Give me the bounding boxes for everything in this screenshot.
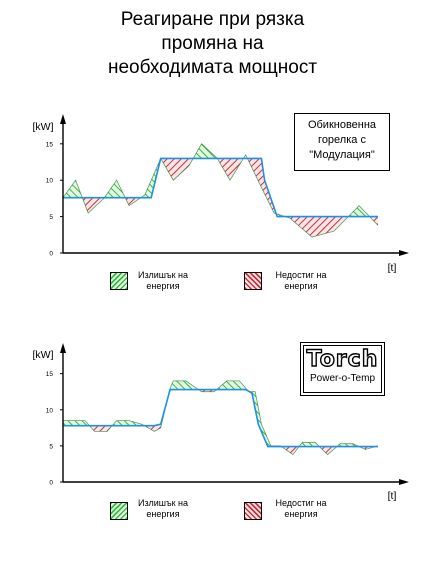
legend-deficit-label: Недостиг на енергия xyxy=(266,270,336,292)
y-tick-label: 15 xyxy=(46,371,54,378)
legend-deficit-line-2: енергия xyxy=(284,509,318,519)
y-tick-label: 0 xyxy=(49,480,53,487)
chart-top: 0 5 10 15 [kW] [t] xyxy=(33,114,409,274)
excess-energy-area xyxy=(249,391,282,447)
y-tick-label: 10 xyxy=(46,407,54,414)
title-line-2: промяна на xyxy=(161,33,264,54)
excess-energy-area xyxy=(193,143,219,160)
deficit-energy-area xyxy=(161,157,194,181)
x-axis-arrow xyxy=(399,479,409,485)
chart-bottom: 0 5 10 15 [kW] [t] xyxy=(33,343,409,502)
supply-line xyxy=(63,157,378,218)
y-axis-arrow xyxy=(60,114,66,124)
deficit-energy-area xyxy=(319,446,338,455)
legend-deficit-label: Недостиг на енергия xyxy=(266,498,336,520)
y-tick-label: 5 xyxy=(49,443,53,450)
excess-energy-area xyxy=(112,420,145,426)
x-axis-label: [t] xyxy=(388,262,397,274)
x-axis-label: [t] xyxy=(388,490,397,502)
torch-logo-subtext: Power-o-Temp xyxy=(309,373,376,384)
title-line-3: необходимата мощност xyxy=(107,57,318,78)
y-tick-label: 15 xyxy=(46,141,54,148)
y-axis-arrow xyxy=(60,343,66,353)
legend-excess-label: Излишък на енергия xyxy=(132,270,194,292)
y-axis-label: [kW] xyxy=(33,349,54,361)
legend-deficit-swatch xyxy=(244,272,262,290)
legend-excess-line-1: Излишък на xyxy=(137,498,189,508)
supply-line xyxy=(63,388,378,448)
torch-logo-inner-border xyxy=(303,345,382,393)
excess-energy-area xyxy=(299,442,320,447)
legend-deficit-swatch xyxy=(244,502,262,520)
excess-energy-area xyxy=(63,420,90,426)
legend-deficit-line-1: Недостиг на xyxy=(275,270,327,280)
legend-deficit-line-2: енергия xyxy=(284,281,318,291)
deficit-energy-area xyxy=(218,157,245,181)
title-line-1: Реагиране при рязка xyxy=(120,9,305,30)
legend-deficit-line-1: Недостиг на xyxy=(275,498,327,508)
burner-label-line-3: "Модулация" xyxy=(309,149,375,161)
legend-excess-line-1: Излишък на xyxy=(137,270,189,280)
legend-excess-line-2: енергия xyxy=(146,509,180,519)
legend-excess-swatch xyxy=(110,502,128,520)
y-axis-label: [kW] xyxy=(33,121,54,133)
deficit-energy-area xyxy=(82,197,105,213)
legend-excess-swatch xyxy=(110,272,128,290)
deficit-energy-area xyxy=(248,158,277,215)
x-axis-arrow xyxy=(399,250,409,256)
demand-line xyxy=(63,380,379,456)
torch-logo-box: Torch Power-o-Temp xyxy=(300,342,385,396)
deficit-energy-area xyxy=(89,425,113,432)
deficit-energy-area xyxy=(125,197,141,206)
torch-logo-text: Torch xyxy=(306,347,379,372)
y-tick-label: 0 xyxy=(49,251,53,258)
burner-label-line-1: Обикновенна xyxy=(307,119,377,131)
deficit-energy-area xyxy=(281,446,300,455)
burner-label-box: Обикновенна горелка с "Модулация" xyxy=(294,113,390,171)
y-tick-label: 10 xyxy=(46,178,54,185)
legend-excess-label: Излишък на енергия xyxy=(132,498,194,520)
excess-energy-area xyxy=(348,205,371,218)
legend-excess-line-2: енергия xyxy=(146,281,180,291)
excess-energy-area xyxy=(63,180,83,199)
demand-line xyxy=(62,143,379,238)
deficit-energy-area xyxy=(285,216,349,237)
burner-label-line-2: горелка с xyxy=(318,134,366,146)
y-tick-label: 5 xyxy=(49,214,53,221)
excess-energy-area xyxy=(104,180,126,198)
